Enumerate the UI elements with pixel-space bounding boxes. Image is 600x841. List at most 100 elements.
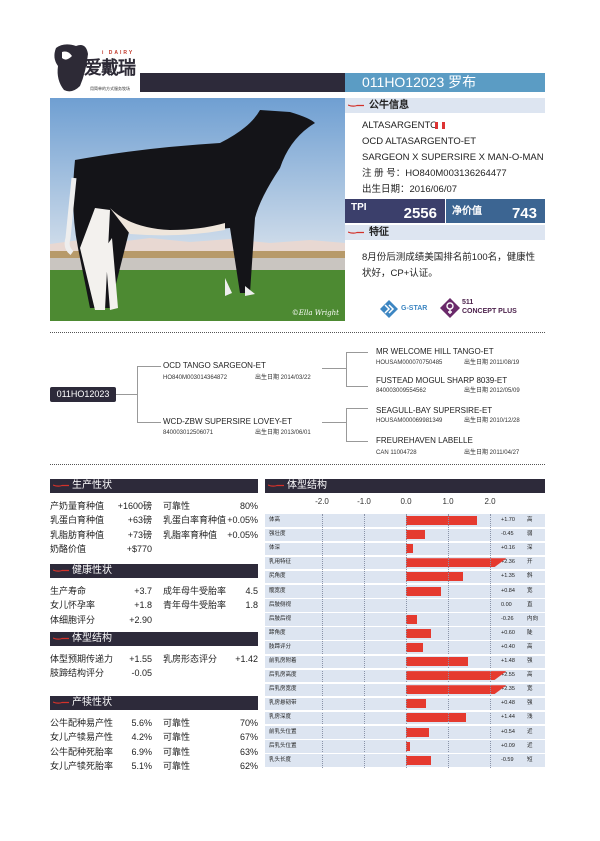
- category-label: 后乳头位置: [269, 742, 297, 749]
- row-divider: [265, 668, 545, 670]
- registration-number: 注 册 号：HO840M003136264477: [362, 168, 507, 179]
- category-label: 体深: [269, 545, 281, 552]
- dam-birth: 出生日期 2013/06/01: [255, 430, 311, 436]
- bar: [406, 713, 467, 723]
- tpi-value: 2556: [403, 205, 437, 222]
- tpi-label: TPI: [351, 202, 367, 213]
- page-title: 011HO12023 罗布: [345, 73, 545, 92]
- row-divider: [265, 696, 545, 698]
- value-label: +0.09: [501, 742, 515, 749]
- value-label: +0.16: [501, 545, 515, 552]
- pedigree-line: [322, 422, 346, 423]
- features-header: 特征: [345, 225, 545, 240]
- chart-row: 后乳头位置 +0.09 近: [265, 739, 545, 753]
- chart-row: 后肢侧视 0.00 直: [265, 598, 545, 612]
- pedigree-root: 011HO12023: [50, 387, 116, 402]
- swoosh-icon: [53, 701, 69, 704]
- canada-flag-icon: [435, 122, 445, 129]
- pedigree-line: [346, 408, 347, 442]
- trait-label: 产奶量育种值: [50, 501, 105, 511]
- birth-date: 出生日期：2016/06/07: [362, 184, 458, 195]
- value-label: +0.60: [501, 629, 515, 636]
- row-divider: [265, 739, 545, 741]
- trait-value: 1.8: [245, 600, 258, 611]
- trait-value: +0.05%: [227, 515, 258, 526]
- trait-label: 乳蛋白率育种值: [163, 515, 227, 526]
- trait-value: 80%: [239, 501, 258, 511]
- concept-label: CONCEPT PLUS: [462, 308, 517, 315]
- ds-id: HOUSAM000069981349: [376, 418, 443, 424]
- category-label: 乳房悬韧带: [269, 700, 297, 707]
- bull-photo: ©Ella Wright: [50, 98, 345, 321]
- value-label: +0.84: [501, 587, 515, 594]
- category-label: 强壮度: [269, 531, 286, 538]
- descriptor-label: 宽: [527, 686, 533, 693]
- value-label: +2.55: [501, 672, 515, 679]
- bar: [406, 614, 417, 624]
- category-label: 体高: [269, 517, 281, 523]
- full-name: OCD ALTASARGENTO-ET: [362, 136, 477, 147]
- pedigree-line: [137, 366, 138, 423]
- features-text: 8月份后测成绩美国排名前100名，健康性状好，CP+认证。: [362, 252, 536, 279]
- value-label: 0.00: [501, 601, 512, 608]
- value-label: +1.44: [501, 714, 515, 721]
- chart-row: 尻角度 +1.35 斜: [265, 570, 545, 584]
- trait-label: 乳脂率育种值: [163, 529, 218, 540]
- pedigree-line: [116, 394, 138, 395]
- chart-row: 前乳头位置 +0.54 近: [265, 725, 545, 739]
- category-label: 后肢后视: [269, 615, 292, 622]
- bar: [406, 671, 507, 681]
- net-merit-box: 净价值 743: [446, 199, 545, 223]
- concept-plus-icon: [440, 298, 460, 318]
- bull-info-header: 公牛信息: [345, 98, 545, 113]
- trait-value: 67%: [239, 732, 258, 743]
- production-title: 生产性状: [72, 480, 112, 491]
- row-divider: [265, 584, 545, 585]
- descriptor-label: 深: [527, 545, 533, 552]
- concept-number: 511: [462, 299, 474, 306]
- ss-birth: 出生日期 2011/08/19: [464, 360, 520, 366]
- pedigree-line: [346, 441, 368, 442]
- trait-value: 63%: [239, 746, 258, 757]
- row-divider: [265, 710, 545, 712]
- category-label: 乳用特征: [269, 559, 292, 566]
- chart-row: 强壮度 -0.45 弱: [265, 528, 545, 542]
- trait-label: 可靠性: [163, 718, 191, 728]
- trait-value: +1.42: [235, 654, 258, 664]
- bar: [406, 558, 507, 568]
- trait-label: 可靠性: [163, 760, 191, 771]
- trait-value: +1600磅: [117, 501, 152, 511]
- chart-row: 蹄角度 +0.60 陡: [265, 626, 545, 640]
- trait-label: 体细胞评分: [50, 614, 96, 625]
- descriptor-label: 陡: [527, 629, 533, 636]
- photo-credit: ©Ella Wright: [291, 309, 339, 317]
- pedigree-line: SARGEON X SUPERSIRE X MAN-O-MAN: [362, 152, 544, 163]
- trait-value: +0.05%: [227, 529, 258, 540]
- descriptor-label: 弱: [527, 531, 533, 538]
- descriptor-label: 斜: [527, 573, 533, 580]
- type_summary-title: 体型结构: [72, 633, 112, 644]
- features-title: 特征: [369, 227, 389, 238]
- trait-label: 公牛配种易产性: [50, 718, 114, 728]
- trait-value: 5.6%: [131, 718, 152, 728]
- net-merit-label: 净价值: [452, 206, 482, 217]
- chart-row: 后肢后视 -0.26 内向: [265, 612, 545, 626]
- trait-value: 6.9%: [131, 746, 152, 757]
- trait-label: 公牛配种死胎率: [50, 746, 114, 757]
- brand-sub: i DAIRY: [102, 50, 135, 56]
- category-label: 蹄角度: [269, 629, 286, 636]
- pedigree-line: [137, 422, 161, 423]
- trait-label: 青年母牛受胎率: [163, 600, 227, 611]
- tick-label: -1.0: [357, 497, 371, 506]
- trait-value: +73磅: [127, 529, 152, 540]
- category-label: 肢蹄评分: [269, 643, 292, 650]
- calving-title: 产犊性状: [72, 697, 112, 708]
- brand-tagline: 用简单的方式服务牧场: [90, 86, 130, 91]
- bull-info-title: 公牛信息: [369, 100, 409, 111]
- ds-birth: 出生日期 2010/12/28: [464, 418, 520, 424]
- category-label: 髋宽度: [269, 587, 286, 594]
- value-label: +2.36: [501, 559, 515, 566]
- tpi-box: TPI 2556: [345, 199, 445, 223]
- trait-value: 4.5: [245, 586, 258, 596]
- descriptor-label: 高: [527, 517, 533, 523]
